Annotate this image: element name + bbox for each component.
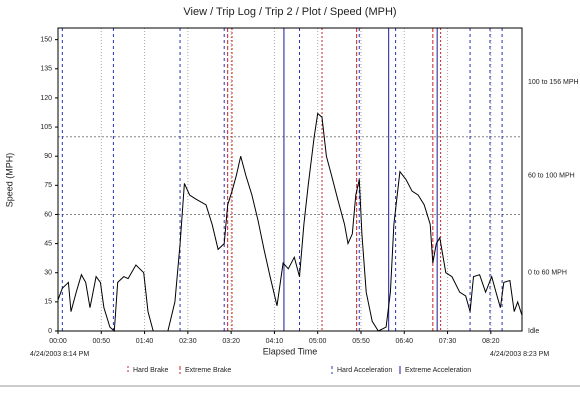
end-label: 4/24/2003 8:23 PM [490,351,549,358]
x-tick-label: 04:10 [266,338,284,345]
plot-frame [57,27,523,332]
y-tick-label: 120 [40,95,52,102]
zone-label: 0 to 60 MPH [528,270,567,277]
legend-label: Extreme Acceleration [405,367,471,374]
speed-line [57,112,523,333]
x-tick-label: 07:30 [439,338,457,345]
y-tick-label: 90 [44,153,52,160]
legend-label: Hard Acceleration [337,367,392,374]
x-tick-label: 08:20 [482,338,500,345]
x-tick-label: 02:30 [179,338,197,345]
y-tick-label: 150 [40,36,52,43]
x-tick-label: 06:40 [396,338,414,345]
x-tick-label: 05:50 [352,338,370,345]
y-tick-label: 15 [44,299,52,306]
legend-label: Hard Brake [133,367,169,374]
x-tick-label: 00:00 [49,338,67,345]
zone-label: 100 to 156 MPH [528,79,579,86]
y-tick-label: 105 [40,124,52,131]
x-tick-label: 03:20 [222,338,240,345]
y-tick-label: 60 [44,211,52,218]
y-axis-title: Speed (MPH) [4,153,14,208]
zone-label: 60 to 100 MPH [528,172,575,179]
y-tick-label: 135 [40,66,52,73]
x-tick-label: 01:40 [136,338,154,345]
x-tick-label: 00:50 [93,338,111,345]
x-tick-label: 05:00 [309,338,327,345]
legend-label: Extreme Brake [185,367,231,374]
y-tick-label: 0 [48,328,52,335]
y-tick-label: 30 [44,270,52,277]
chart-title: View / Trip Log / Trip 2 / Plot / Speed … [183,6,396,18]
y-tick-label: 75 [44,182,52,189]
start-label: 4/24/2003 8:14 PM [30,351,89,358]
zone-label: Idle [528,328,539,335]
y-tick-label: 45 [44,240,52,247]
x-axis-title: Elapsed Time [263,346,318,356]
